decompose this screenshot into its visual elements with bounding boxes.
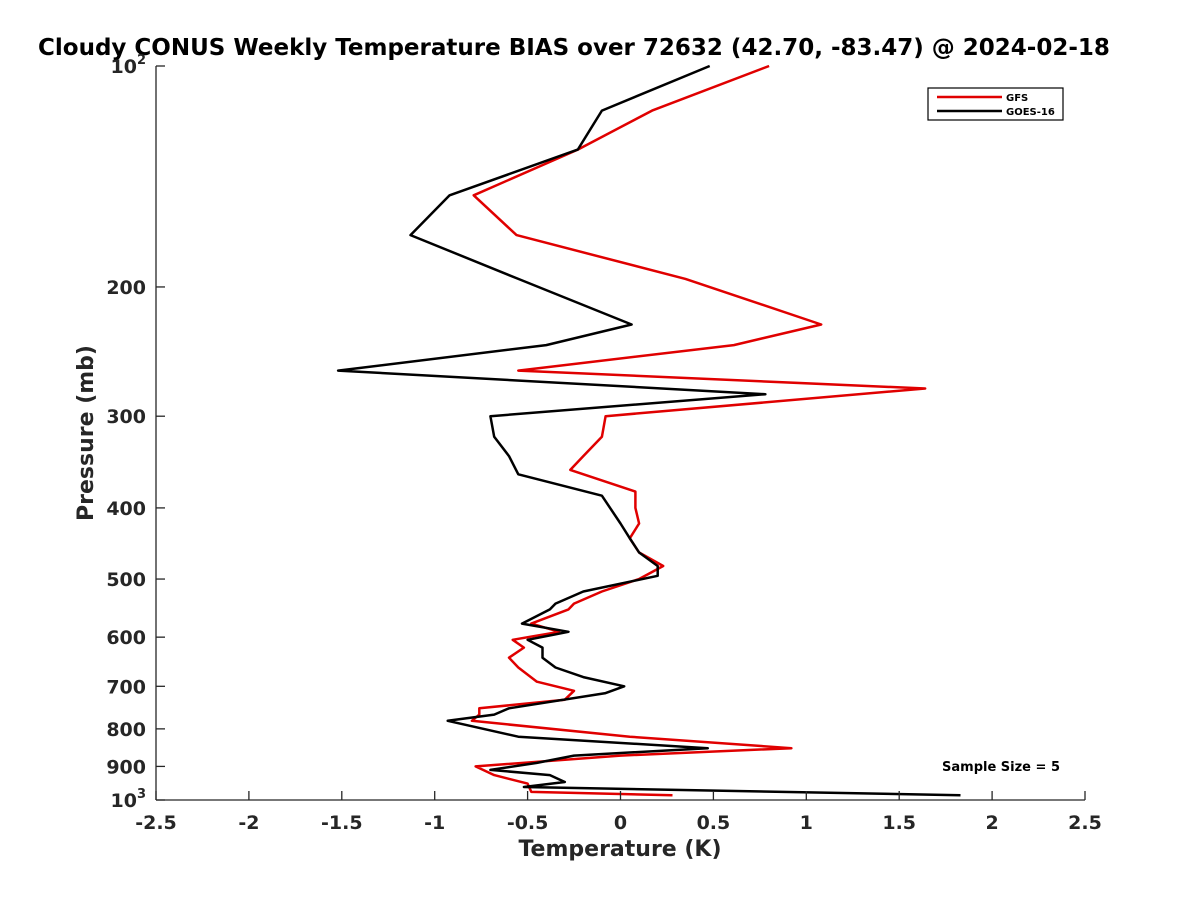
y-tick-label: 900: [106, 756, 146, 778]
x-tick-label: -1.5: [321, 812, 363, 834]
series-line-2: [336, 64, 961, 797]
y-tick-label: 200: [106, 277, 146, 299]
series-layer: [336, 64, 961, 797]
x-tick-label: 0: [614, 812, 627, 834]
series-line-1: [470, 64, 927, 797]
chart-title: Cloudy CONUS Weekly Temperature BIAS ove…: [38, 35, 1110, 61]
y-tick-label: 102: [111, 53, 147, 78]
y-tick-label: 400: [106, 498, 146, 520]
legend: GFS GOES-16: [927, 87, 1064, 121]
x-tick-label: -1: [424, 812, 445, 834]
x-tick-label: -2: [238, 812, 259, 834]
y-axis-label: Pressure (mb): [74, 345, 99, 521]
y-tick-label: 700: [106, 676, 146, 698]
legend-label-1: GFS: [1006, 93, 1028, 104]
y-tick-label: 300: [106, 406, 146, 428]
x-tick-label: 1: [800, 812, 813, 834]
x-tick-label: -0.5: [507, 812, 549, 834]
legend-label-2: GOES-16: [1006, 107, 1055, 118]
x-tick-label: 2.5: [1068, 812, 1102, 834]
axes-layer: -2.5 -2 -1.5 -1 -0.5 0 0.5 1 1.5 2 2.5 102 200 300 400…: [106, 53, 1102, 834]
y-tick-label: 103: [111, 787, 147, 812]
x-tick-label: -2.5: [135, 812, 177, 834]
x-axis-label: Temperature (K): [518, 837, 721, 862]
y-tick-label: 600: [106, 627, 146, 649]
x-tick-label: 0.5: [697, 812, 731, 834]
x-tick-label: 2: [985, 812, 998, 834]
y-tick-label: 500: [106, 569, 146, 591]
sample-size-annotation: Sample Size = 5: [942, 760, 1060, 775]
x-tick-label: 1.5: [882, 812, 916, 834]
y-tick-label: 800: [106, 719, 146, 741]
legend-box: [927, 87, 1064, 121]
